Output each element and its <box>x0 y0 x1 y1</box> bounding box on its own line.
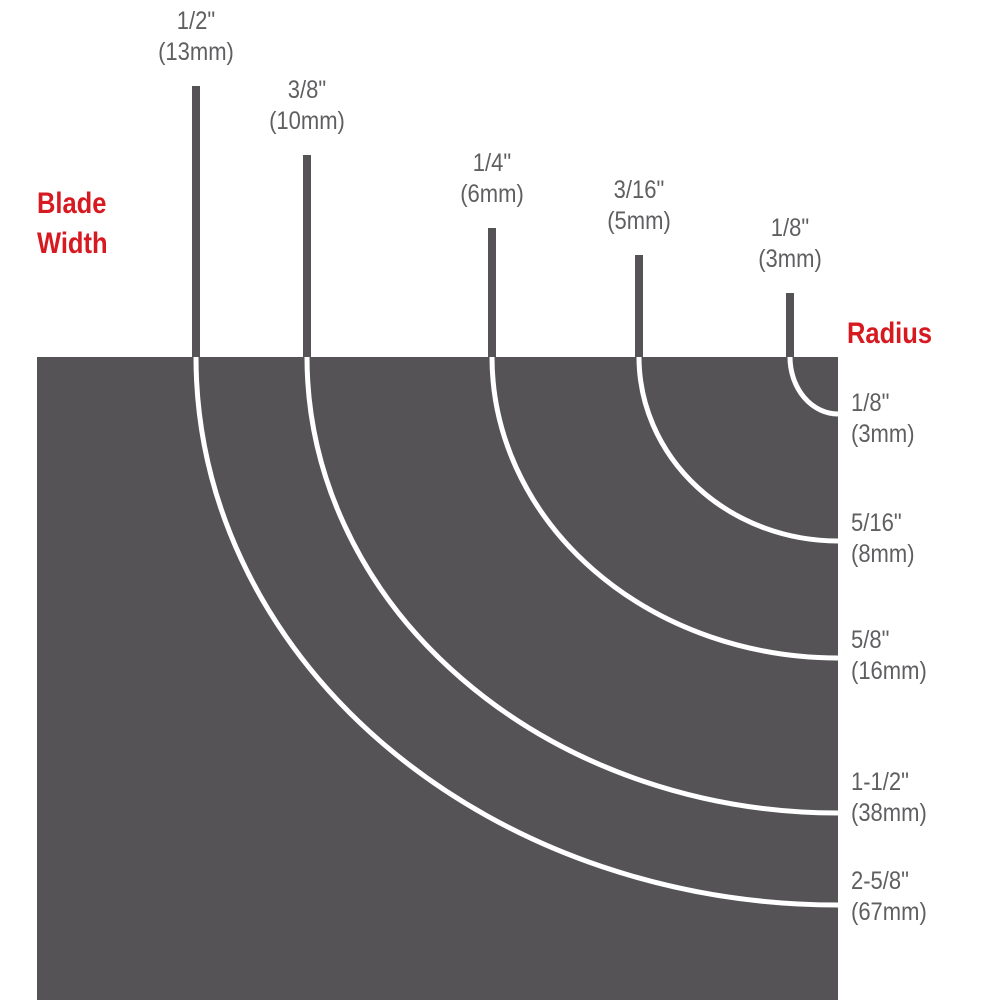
blade-width-mm: (5mm) <box>607 207 671 235</box>
radius-label: 5/8" (16mm) <box>851 625 927 687</box>
blade-width-inch: 3/8" <box>287 76 327 104</box>
blade-width-label: 1/4" (6mm) <box>439 148 545 210</box>
blade-width-title-line1: Blade <box>37 187 107 220</box>
blade-bar <box>303 155 311 359</box>
blade-width-label: 1/2" (13mm) <box>143 6 249 68</box>
blade-width-inch: 1/2" <box>176 7 216 35</box>
radius-label: 2-5/8" (67mm) <box>851 866 927 928</box>
blade-width-label: 1/8" (3mm) <box>737 213 843 275</box>
radius-mm: (8mm) <box>851 540 915 568</box>
radius-mm: (67mm) <box>851 898 927 926</box>
radius-arc <box>636 356 839 544</box>
blade-width-mm: (10mm) <box>269 107 345 135</box>
blade-width-title-line2: Width <box>37 227 108 260</box>
blade-bar <box>488 228 496 359</box>
material-block <box>37 357 838 1000</box>
blade-bar <box>635 255 643 359</box>
blade-width-mm: (13mm) <box>158 38 234 66</box>
radius-mm: (38mm) <box>851 799 927 827</box>
blade-width-mm: (6mm) <box>460 180 524 208</box>
radius-inch: 5/8" <box>851 626 890 654</box>
radius-inch: 1-1/2" <box>851 768 909 796</box>
radius-mm: (3mm) <box>851 420 915 448</box>
radius-arc <box>489 356 839 661</box>
radius-arc <box>787 356 839 417</box>
radius-label: 5/16" (8mm) <box>851 508 915 570</box>
blade-bar <box>786 293 794 359</box>
radius-arc <box>304 356 839 816</box>
radius-mm: (16mm) <box>851 657 927 685</box>
blade-width-inch: 1/8" <box>770 214 810 242</box>
radius-label: 1-1/2" (38mm) <box>851 767 927 829</box>
blade-bar <box>192 86 200 359</box>
blade-width-label: 3/16" (5mm) <box>586 175 692 237</box>
radius-inch: 5/16" <box>851 509 902 537</box>
blade-width-inch: 3/16" <box>613 176 665 204</box>
radius-title: Radius <box>847 317 933 350</box>
blade-width-mm: (3mm) <box>758 245 822 273</box>
radius-inch: 1/8" <box>851 389 890 417</box>
radius-inch: 2-5/8" <box>851 867 909 895</box>
radius-label: 1/8" (3mm) <box>851 388 915 450</box>
blade-width-inch: 1/4" <box>472 149 512 177</box>
blade-width-label: 3/8" (10mm) <box>254 75 360 137</box>
radius-arc <box>193 356 839 908</box>
